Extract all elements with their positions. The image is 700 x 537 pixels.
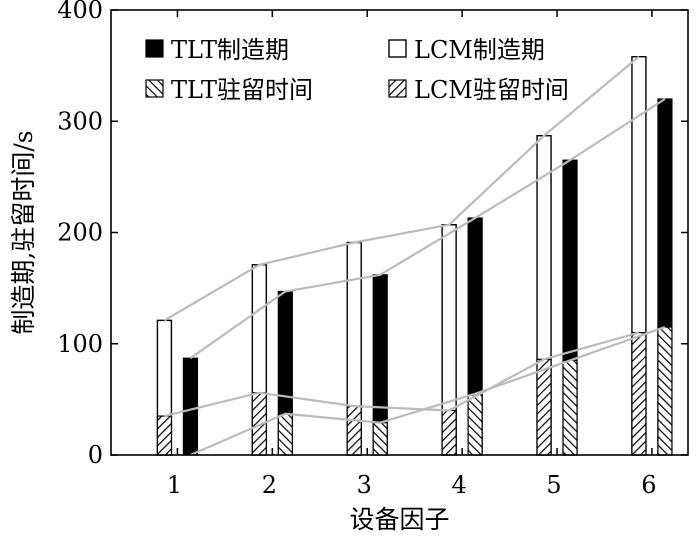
x-tick-label: 5 bbox=[546, 471, 561, 499]
legend-swatch-lcm-makespan bbox=[388, 39, 407, 58]
y-tick-label: 400 bbox=[57, 0, 103, 24]
bar-lcm-residence bbox=[441, 409, 457, 456]
legend-label-lcm-makespan: LCM制造期 bbox=[414, 36, 545, 64]
y-tick-label: 300 bbox=[57, 107, 103, 135]
bar-tlt-residence bbox=[372, 422, 388, 456]
legend-swatch-tlt-makespan bbox=[145, 39, 164, 58]
trend-line-tlt-makespan bbox=[189, 98, 666, 360]
bar-lcm-residence bbox=[346, 405, 362, 456]
bar-lcm-residence bbox=[536, 358, 552, 456]
x-tick-label: 3 bbox=[357, 471, 372, 499]
legend: TLT制造期 LCM制造期 TLT驻留时间 LCM驻留时间 bbox=[145, 36, 569, 104]
y-tick-label: 0 bbox=[88, 441, 103, 469]
y-tick-label: 200 bbox=[57, 219, 103, 247]
y-axis-label: 制造期,驻留时间/s bbox=[9, 130, 38, 334]
legend-label-tlt-makespan: TLT制造期 bbox=[171, 36, 289, 64]
bar-lcm-residence bbox=[156, 415, 173, 456]
axis-ticks: 0 100 200 300 400 1 2 3 4 5 6 bbox=[57, 0, 688, 499]
legend-swatch-tlt-residence bbox=[145, 79, 164, 98]
bar-tlt-makespan bbox=[182, 357, 199, 456]
x-tick-label: 2 bbox=[262, 471, 277, 499]
plot-area bbox=[156, 55, 673, 457]
legend-swatch-lcm-residence bbox=[388, 79, 407, 98]
bar-tlt-residence bbox=[277, 413, 293, 456]
x-axis-label: 设备因子 bbox=[349, 505, 449, 534]
legend-label-tlt-residence: TLT驻留时间 bbox=[171, 76, 313, 104]
legend-label-lcm-residence: LCM驻留时间 bbox=[414, 76, 569, 104]
trend-line-lcm-makespan bbox=[163, 55, 640, 322]
bar-lcm-residence bbox=[631, 332, 647, 456]
x-tick-label: 1 bbox=[167, 471, 182, 499]
y-tick-label: 100 bbox=[57, 330, 103, 358]
bar-tlt-residence bbox=[562, 359, 578, 456]
trend-line-lcm-residence bbox=[164, 331, 640, 418]
bar-tlt-residence bbox=[467, 393, 483, 456]
trend-line-tlt-residence bbox=[189, 326, 666, 457]
bar-tlt-residence bbox=[657, 326, 673, 456]
x-tick-label: 4 bbox=[451, 471, 466, 499]
x-tick-label: 6 bbox=[641, 471, 656, 499]
